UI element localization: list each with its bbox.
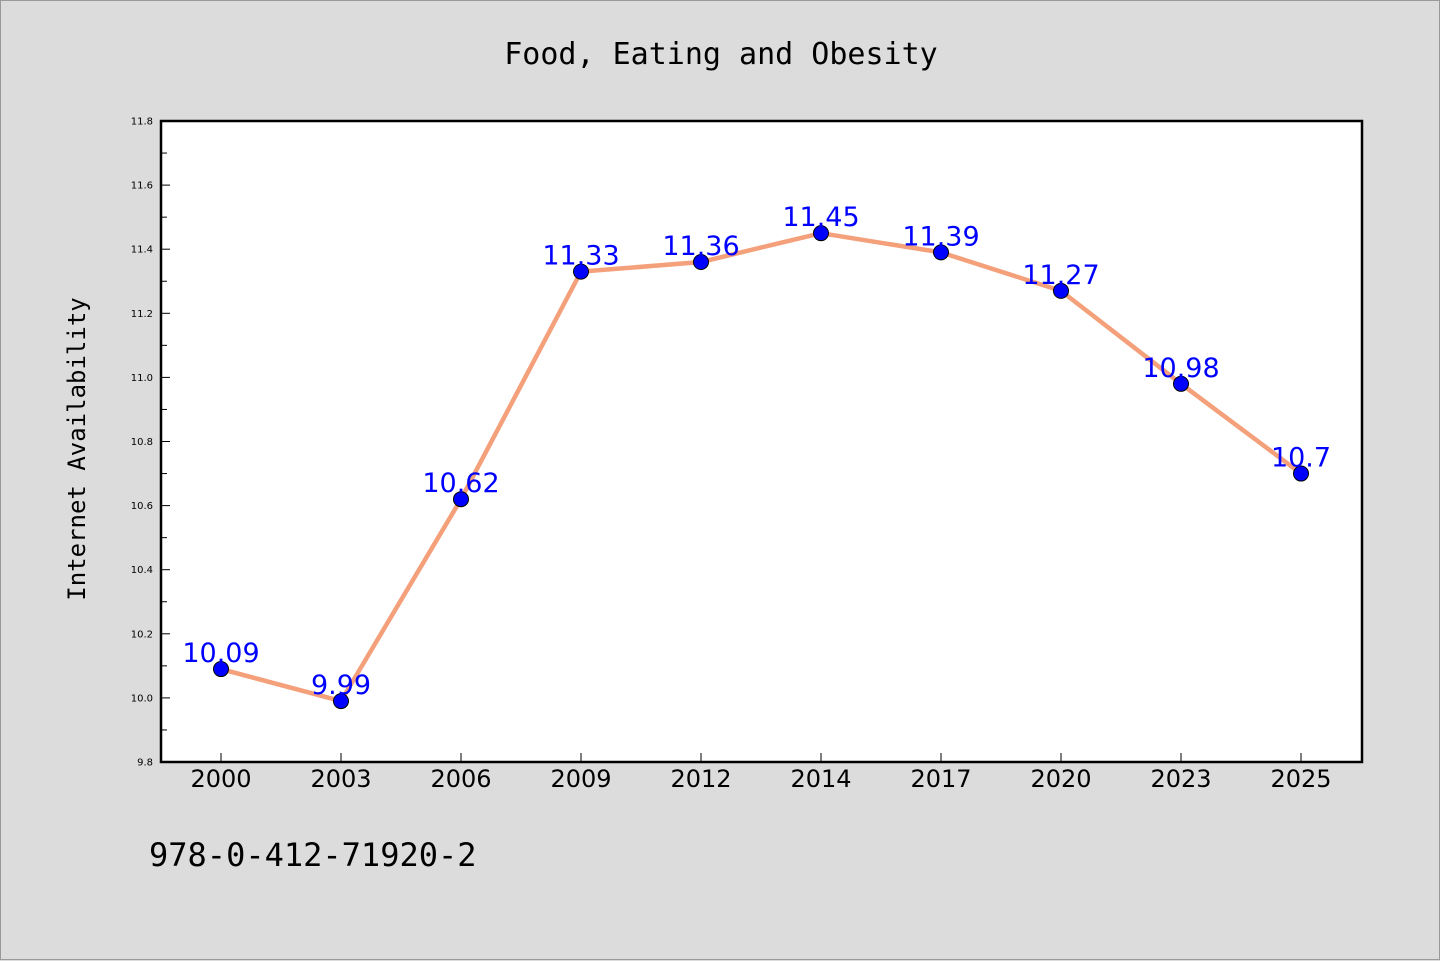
x-tick-label: 2020 [1030, 765, 1091, 793]
x-tick-label: 2017 [910, 765, 971, 793]
data-point [813, 225, 829, 242]
data-label: 11.33 [542, 241, 619, 272]
data-label: 10.7 [1271, 443, 1331, 474]
y-tick-label: 11.6 [131, 181, 153, 192]
data-labels: 10.09 9.99 10.62 11.33 11.36 11.45 11.39 11.27 1… [182, 202, 1331, 701]
data-point [933, 244, 949, 261]
data-point [213, 661, 229, 678]
y-tick-label: 11.4 [131, 245, 153, 256]
plot-area [159, 119, 1364, 764]
footnote-isbn: 978-0-412-71920-2 [149, 836, 477, 874]
y-tick-label: 10.2 [131, 629, 153, 640]
x-tick-label: 2000 [190, 765, 251, 793]
y-tick-label: 11.0 [131, 373, 153, 384]
x-tick-label: 2006 [430, 765, 491, 793]
data-label: 9.99 [311, 670, 371, 701]
data-label: 10.62 [422, 468, 499, 499]
data-point [453, 491, 469, 508]
data-label: 11.45 [782, 202, 859, 233]
x-tick-label: 2009 [550, 765, 611, 793]
y-tick-label: 11.8 [131, 117, 153, 128]
y-axis-label: Internet Availability [63, 297, 91, 600]
y-tick-label: 10.8 [131, 437, 153, 448]
data-point [573, 263, 589, 280]
chart-title: Food, Eating and Obesity [504, 37, 937, 72]
y-tick-label: 10.0 [131, 693, 153, 704]
x-tick-label: 2023 [1150, 765, 1211, 793]
data-label: 10.09 [182, 638, 259, 669]
y-axis-ticks: 9.8 10.0 10.2 10.4 10.6 10.8 11.0 11.2 11.4 11.6 1… [131, 117, 170, 769]
data-point [333, 693, 349, 710]
data-label: 11.27 [1022, 260, 1099, 291]
data-point [693, 254, 709, 271]
x-axis-ticks: 2000 2003 2006 2009 2012 2014 2017 2020 2023 2025 [190, 753, 1332, 793]
series-line-group [220, 230, 1303, 704]
y-tick-label: 10.4 [131, 565, 153, 576]
data-point [1053, 282, 1069, 299]
data-label: 11.39 [902, 221, 979, 252]
data-markers [213, 225, 1309, 710]
x-tick-label: 2012 [670, 765, 731, 793]
x-tick-label: 2003 [310, 765, 371, 793]
data-point [1293, 465, 1309, 482]
series-line [220, 230, 1303, 704]
data-label: 10.98 [1142, 353, 1219, 384]
x-tick-label: 2025 [1270, 765, 1331, 793]
y-tick-label: 10.6 [131, 501, 153, 512]
y-tick-label: 11.2 [131, 309, 153, 320]
x-tick-label: 2014 [790, 765, 851, 793]
data-point [1173, 375, 1189, 392]
y-tick-label: 9.8 [137, 758, 153, 769]
data-label: 11.36 [662, 231, 739, 262]
